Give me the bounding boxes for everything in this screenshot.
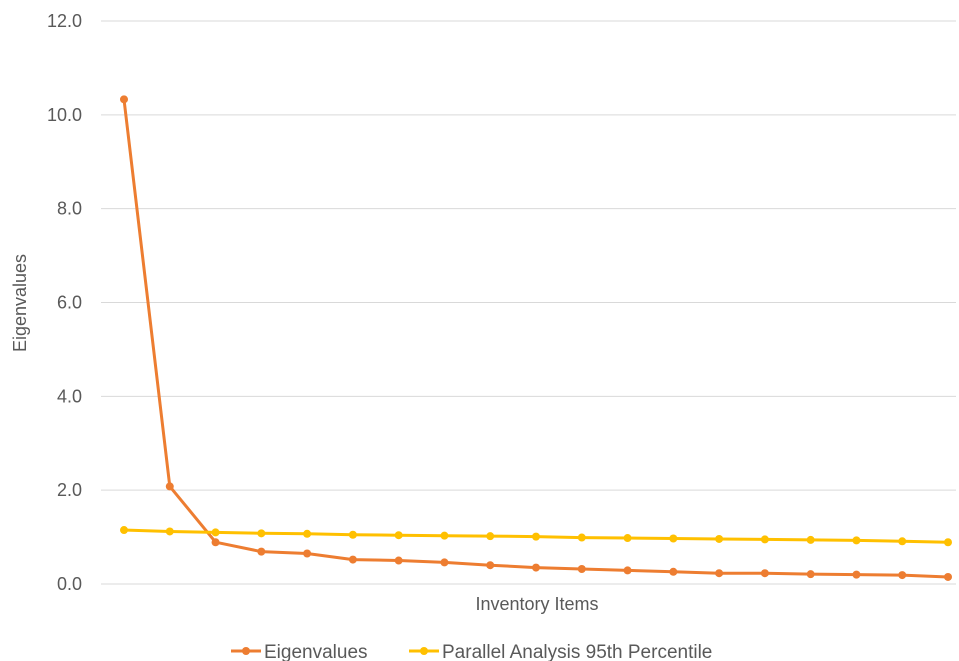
- data-point: [577, 533, 586, 542]
- data-point: [394, 556, 403, 565]
- data-point: [211, 538, 220, 547]
- data-point: [623, 566, 632, 575]
- data-point: [532, 532, 540, 541]
- y-axis-ticks: 0.0 2.0 4.0 6.0 8.0 10.0 12.0: [47, 11, 82, 594]
- data-point: [944, 572, 952, 581]
- y-axis-title: Eigenvalues: [10, 254, 30, 352]
- y-tick-label: 4.0: [57, 386, 82, 406]
- data-point: [806, 535, 815, 544]
- data-point: [669, 567, 678, 576]
- data-point: [394, 531, 403, 540]
- data-point: [669, 534, 678, 543]
- data-point: [120, 95, 128, 104]
- grid-lines: [101, 20, 956, 585]
- series-eigenvalues: [120, 95, 952, 581]
- data-point: [760, 535, 769, 544]
- legend-label: Eigenvalues: [264, 642, 368, 661]
- data-point: [440, 558, 449, 567]
- data-point: [760, 569, 769, 578]
- data-point: [898, 537, 907, 546]
- data-point: [257, 547, 266, 556]
- legend: Eigenvalues Parallel Analysis 95th Percen…: [231, 642, 712, 661]
- data-point: [852, 536, 861, 545]
- x-axis-title: Inventory Items: [475, 594, 598, 614]
- legend-marker: [242, 647, 250, 655]
- data-point: [165, 527, 174, 536]
- series-parallel-analysis: [120, 526, 952, 547]
- y-tick-label: 0.0: [57, 574, 82, 594]
- data-point: [348, 555, 357, 564]
- series-line: [122, 97, 950, 579]
- data-point: [806, 570, 815, 579]
- data-point: [623, 534, 632, 543]
- data-point: [165, 482, 174, 491]
- y-tick-label: 2.0: [57, 480, 82, 500]
- data-point: [715, 534, 724, 543]
- y-tick-label: 10.0: [47, 105, 82, 125]
- data-point: [852, 570, 861, 579]
- data-point: [211, 528, 220, 537]
- legend-item: Eigenvalues: [231, 642, 368, 661]
- data-point: [944, 538, 952, 547]
- legend-label: Parallel Analysis 95th Percentile: [442, 642, 712, 661]
- series-layer: [120, 95, 952, 581]
- data-point: [303, 549, 312, 558]
- data-point: [486, 561, 495, 570]
- data-point: [486, 532, 495, 541]
- data-point: [715, 569, 724, 578]
- data-point: [120, 526, 128, 535]
- legend-marker: [420, 647, 428, 655]
- data-point: [898, 571, 907, 580]
- data-point: [577, 564, 586, 573]
- y-tick-label: 8.0: [57, 199, 82, 219]
- y-tick-label: 12.0: [47, 11, 82, 31]
- y-tick-label: 6.0: [57, 293, 82, 313]
- legend-item: Parallel Analysis 95th Percentile: [409, 642, 712, 661]
- data-point: [532, 563, 540, 572]
- data-point: [440, 531, 449, 540]
- data-point: [257, 529, 266, 538]
- data-point: [303, 529, 312, 538]
- data-point: [348, 530, 357, 539]
